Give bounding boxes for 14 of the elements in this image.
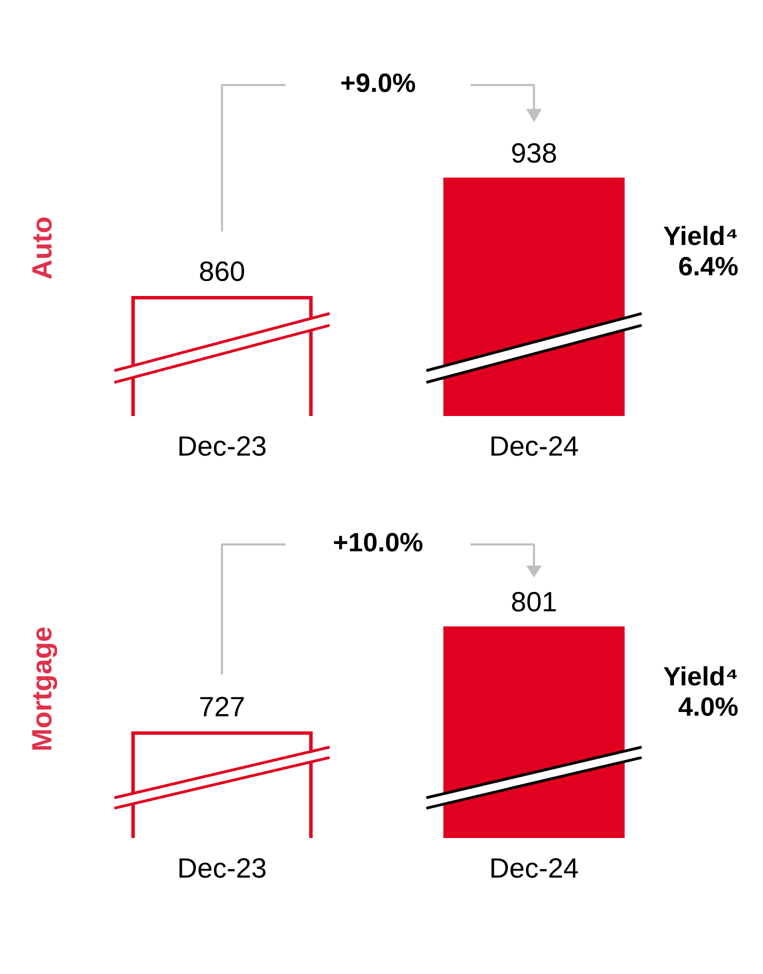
x-tick-label: Dec-23 bbox=[180, 436, 266, 456]
text: +9.0% bbox=[341, 73, 416, 92]
annotation: Yield⁴ 4.0% bbox=[664, 666, 738, 716]
data-label: 727 bbox=[200, 696, 244, 716]
x-tick-label: Dec-23 bbox=[180, 858, 266, 878]
annotation: Yield⁴ 6.4% bbox=[664, 226, 738, 276]
data-label: 801 bbox=[512, 592, 556, 612]
x-tick-label: Dec-24 bbox=[492, 858, 578, 878]
y-axis-title: Auto bbox=[32, 217, 52, 279]
x-tick-label: Dec-24 bbox=[492, 436, 578, 456]
annotation: +10.0% bbox=[334, 532, 422, 552]
data-label: 860 bbox=[200, 261, 244, 282]
data-label: 938 bbox=[512, 143, 556, 163]
y-axis-title: Mortgage bbox=[32, 627, 58, 750]
